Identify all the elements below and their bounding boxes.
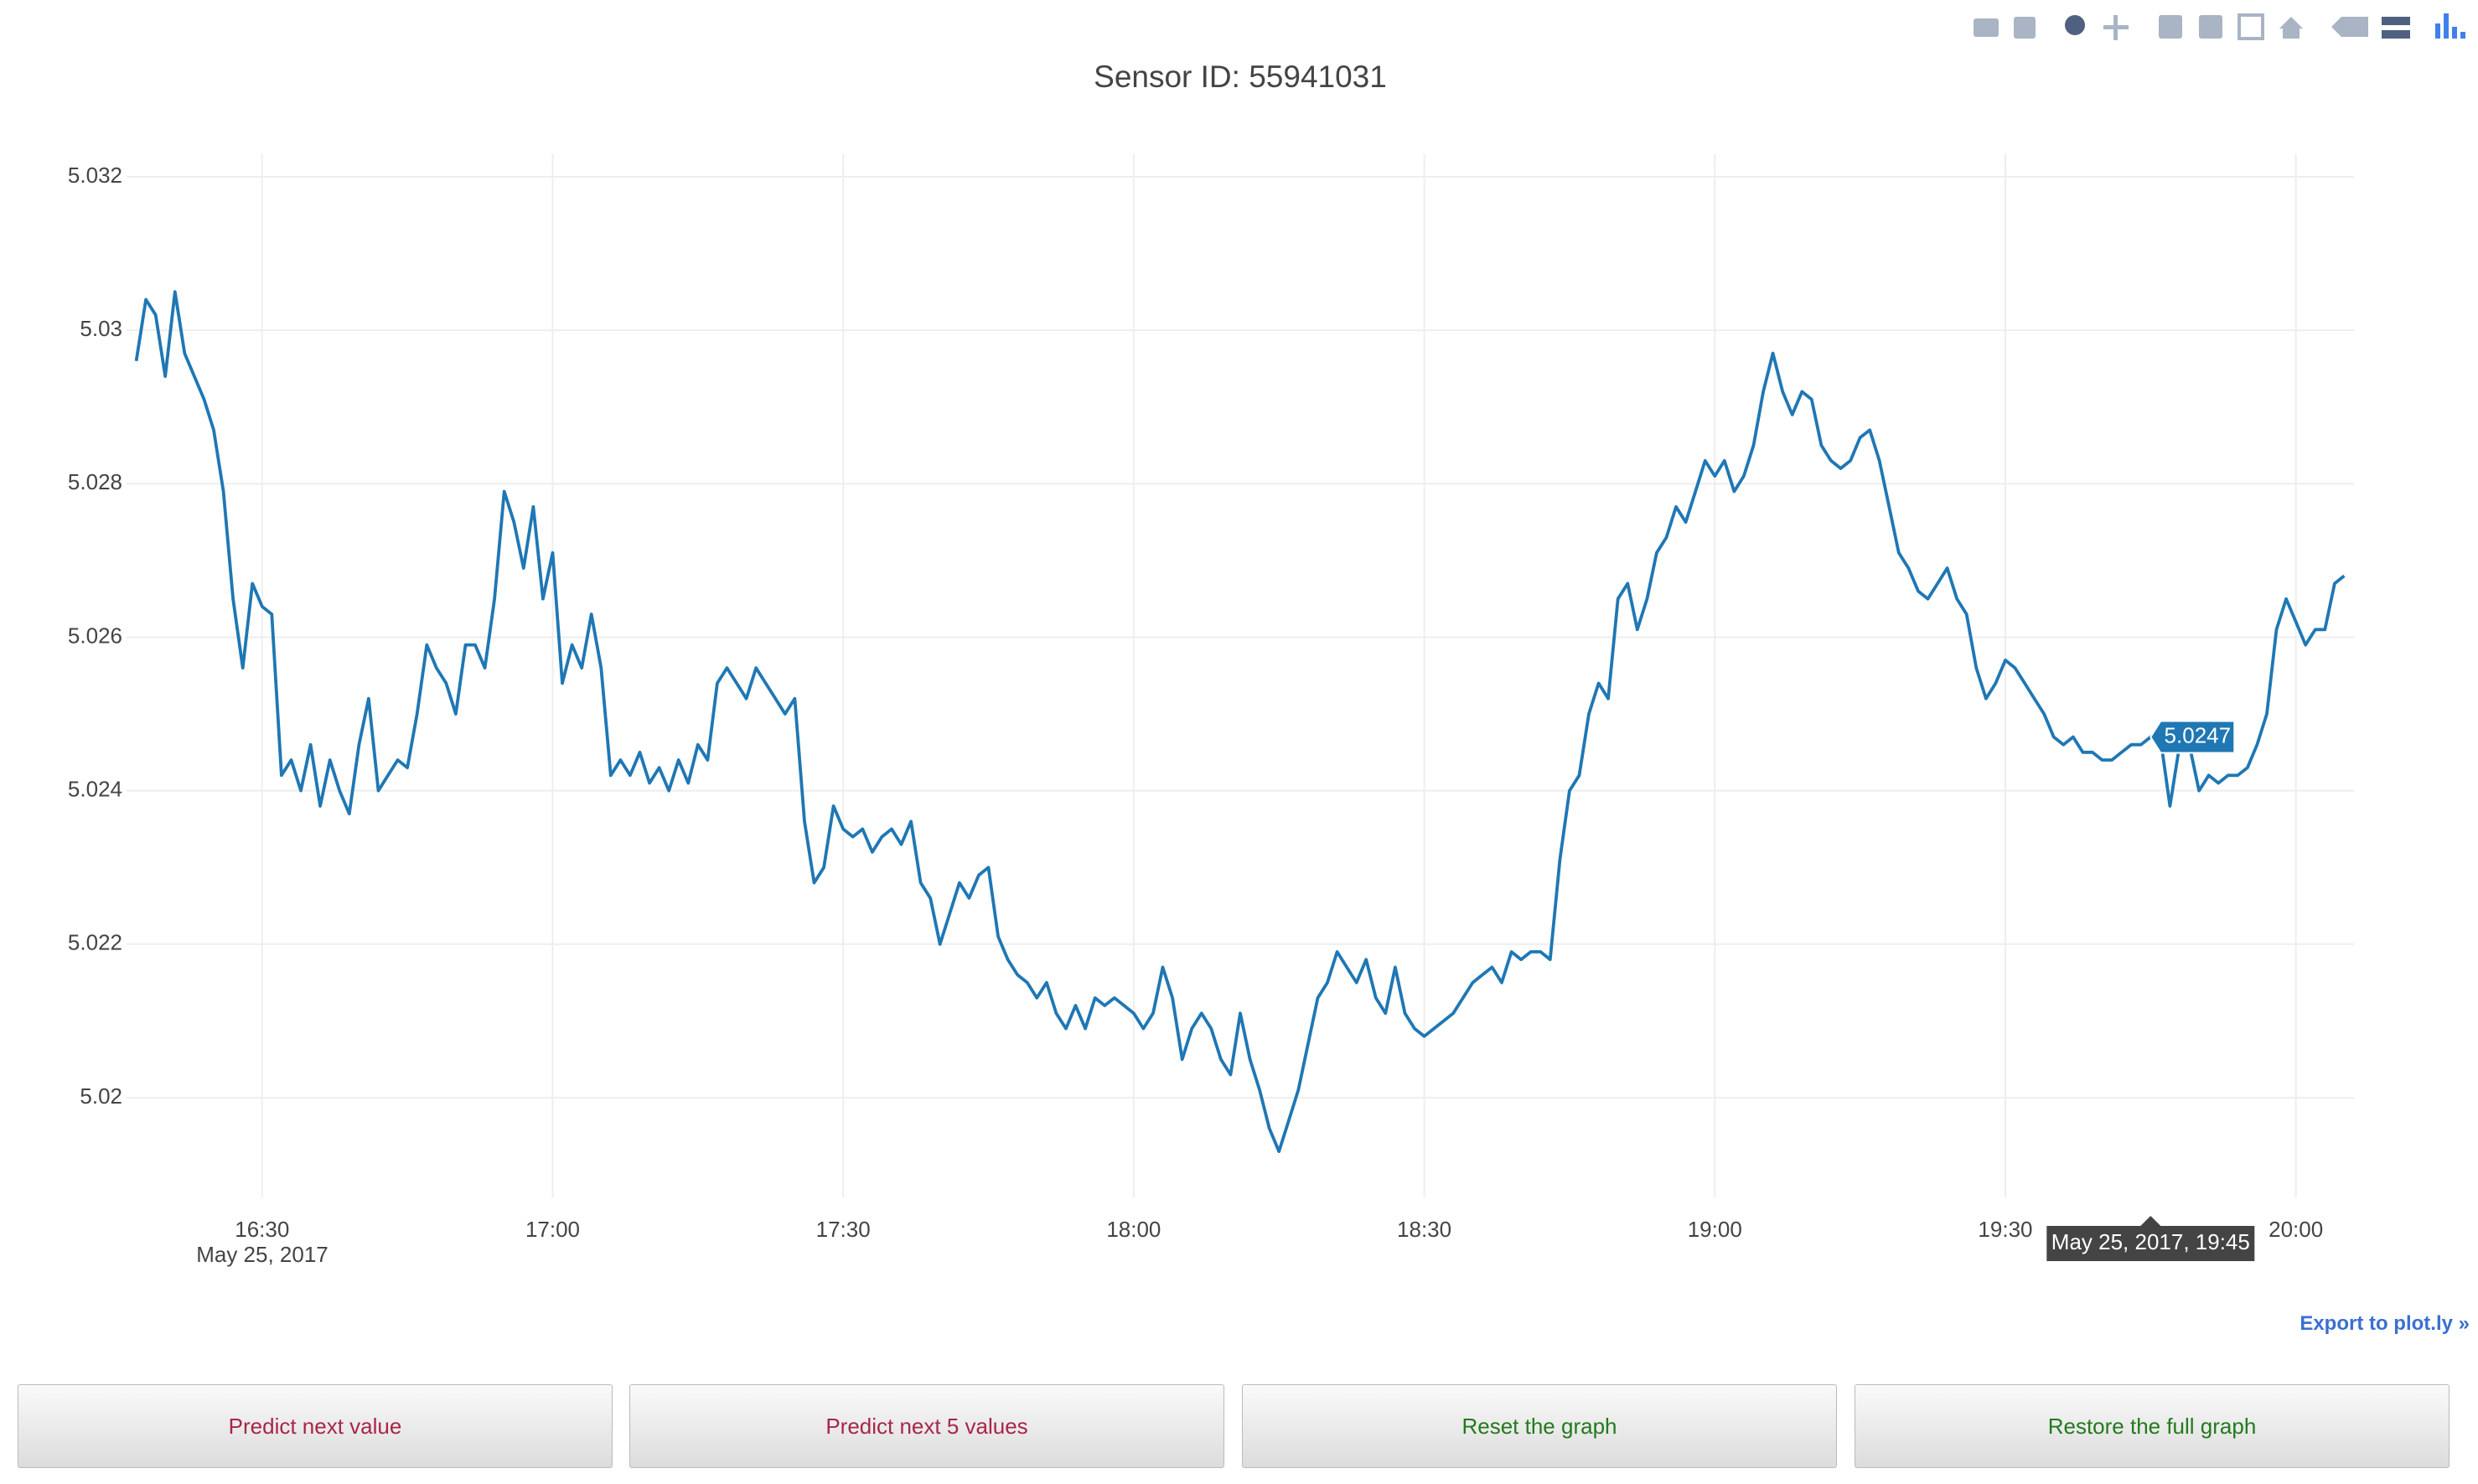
- button[interactable]: Restore the full graph: [1855, 1384, 2450, 1468]
- y-tick-label: 5.028: [68, 469, 122, 494]
- x-tick-label: 18:00: [1106, 1217, 1161, 1242]
- compare-icon[interactable]: [2382, 17, 2410, 39]
- save-icon[interactable]: [2014, 17, 2036, 39]
- x-tick-label: 19:30: [1978, 1217, 2032, 1242]
- home-icon[interactable]: [2279, 17, 2303, 39]
- y-tick-label: 5.03: [80, 316, 122, 341]
- x-tick-label: 19:00: [1688, 1217, 1742, 1242]
- hover-x-label: May 25, 2017, 19:45: [2051, 1229, 2250, 1254]
- hover-x-box: [2046, 1216, 2255, 1261]
- chart: Sensor ID: 55941031 May 25, 2017 5.02 5.0…: [68, 13, 2465, 1267]
- y-tick-label: 5.032: [68, 163, 122, 188]
- pan-icon-v: [2113, 15, 2118, 40]
- grid: [127, 153, 2354, 1197]
- x-tick-label: 18:30: [1397, 1217, 1451, 1242]
- plotly-logo[interactable]: [2435, 13, 2465, 39]
- data-line: [134, 290, 2346, 1153]
- autoscale-icon[interactable]: [2237, 13, 2264, 40]
- x-tick-label: 17:00: [525, 1217, 580, 1242]
- button[interactable]: Reset the graph: [1242, 1384, 1837, 1468]
- x-tick-label: 17:30: [816, 1217, 871, 1242]
- hover-box: [2149, 720, 2236, 754]
- camera-icon[interactable]: [1974, 18, 1999, 37]
- y-tick-label: 5.02: [80, 1083, 122, 1109]
- toolbar: [1974, 13, 2465, 40]
- export-link[interactable]: Export to plot.ly »: [2300, 1312, 2470, 1335]
- y-tick-label: 5.022: [68, 930, 122, 955]
- hover-value: 5.0247: [2165, 722, 2232, 747]
- y-tick-label: 5.026: [68, 623, 122, 648]
- hover-label: 5.0247 May 25, 2017, 19:45: [2046, 720, 2255, 1261]
- zoom-icon[interactable]: [2065, 15, 2085, 35]
- zoom-out-icon[interactable]: [2199, 15, 2222, 39]
- button[interactable]: Predict next 5 values: [629, 1384, 1224, 1468]
- x-date-label: May 25, 2017: [196, 1242, 329, 1267]
- x-tick-label: 20:00: [2268, 1217, 2323, 1242]
- button[interactable]: Predict next value: [18, 1384, 613, 1468]
- chart-title: Sensor ID: 55941031: [1094, 59, 1387, 94]
- y-tick-label: 5.024: [68, 776, 122, 801]
- zoom-in-icon[interactable]: [2159, 15, 2182, 39]
- spike-icon[interactable]: [2331, 17, 2368, 37]
- x-tick-label: 16:30: [235, 1217, 289, 1242]
